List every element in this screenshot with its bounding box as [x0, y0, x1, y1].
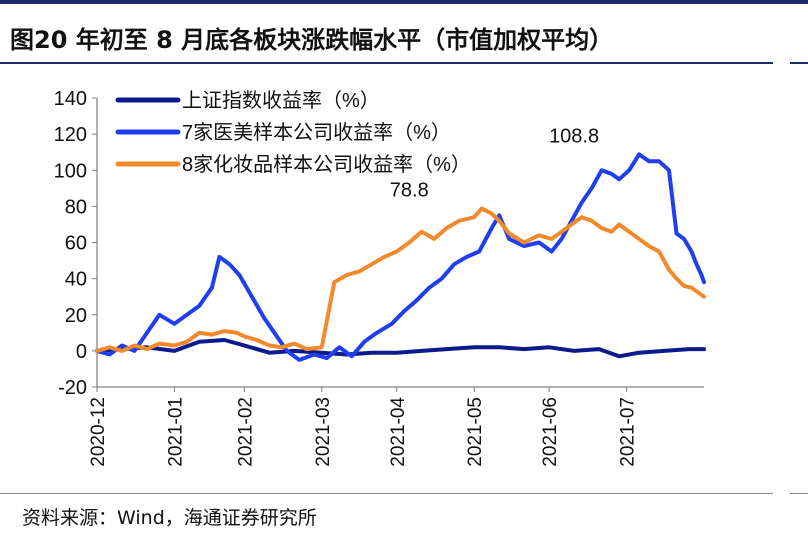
- x-tick-label: 2021-07: [618, 397, 639, 467]
- series-line-3: [95, 206, 706, 353]
- top-rule: [0, 0, 808, 4]
- series-line-2: [95, 152, 706, 362]
- x-tick-label: 2021-02: [235, 397, 256, 467]
- source-note: 资料来源：Wind，海通证券研究所: [22, 507, 317, 529]
- y-tick-label: 100: [54, 160, 87, 182]
- chart-title: 图20 年初至 8 月底各板块涨跌幅水平（市值加权平均）: [10, 26, 614, 54]
- bottom-rule-stub: [790, 493, 808, 494]
- y-tick-label: 60: [65, 233, 87, 255]
- y-tick-label: 20: [65, 305, 87, 327]
- x-tick-label: 2021-04: [388, 397, 409, 467]
- chart-axes: -20 0 20 40 60 80 100 120 140 2020-12 2021-01 2021-…: [54, 88, 704, 467]
- title-rule-stub: [790, 62, 808, 64]
- legend-label-3: 8家化妆品样本公司收益率（%）: [182, 153, 471, 176]
- chart-legend: 上证指数收益率（%） 7家医美样本公司收益率（%） 8家化妆品样本公司收益率（%）: [115, 89, 471, 176]
- x-tick-label: 2021-01: [165, 397, 186, 467]
- title-rule: [0, 62, 773, 64]
- legend-label-2: 7家医美样本公司收益率（%）: [182, 121, 451, 144]
- bottom-rule: [0, 493, 773, 494]
- chart-annotations: 108.8 78.8: [390, 125, 599, 201]
- y-tick-label: 0: [76, 341, 87, 363]
- y-tick-label: 40: [65, 269, 87, 291]
- y-tick-label: 80: [65, 196, 87, 218]
- y-tick-label: -20: [58, 377, 87, 399]
- series-line-1: [95, 338, 706, 359]
- x-tick-label: 2021-05: [465, 397, 486, 467]
- line-chart: -20 0 20 40 60 80 100 120 140 2020-12 2021-01 2021-…: [54, 88, 706, 467]
- y-tick-label: 140: [54, 88, 87, 110]
- x-tick-label: 2020-12: [88, 397, 109, 467]
- annotation-label-1: 108.8: [549, 125, 599, 147]
- chart-series: [95, 152, 706, 362]
- annotation-label-2: 78.8: [390, 180, 429, 202]
- x-tick-label: 2021-06: [540, 397, 561, 467]
- legend-label-1: 上证指数收益率（%）: [182, 89, 380, 112]
- x-tick-label: 2021-03: [313, 397, 334, 467]
- y-tick-label: 120: [54, 124, 87, 146]
